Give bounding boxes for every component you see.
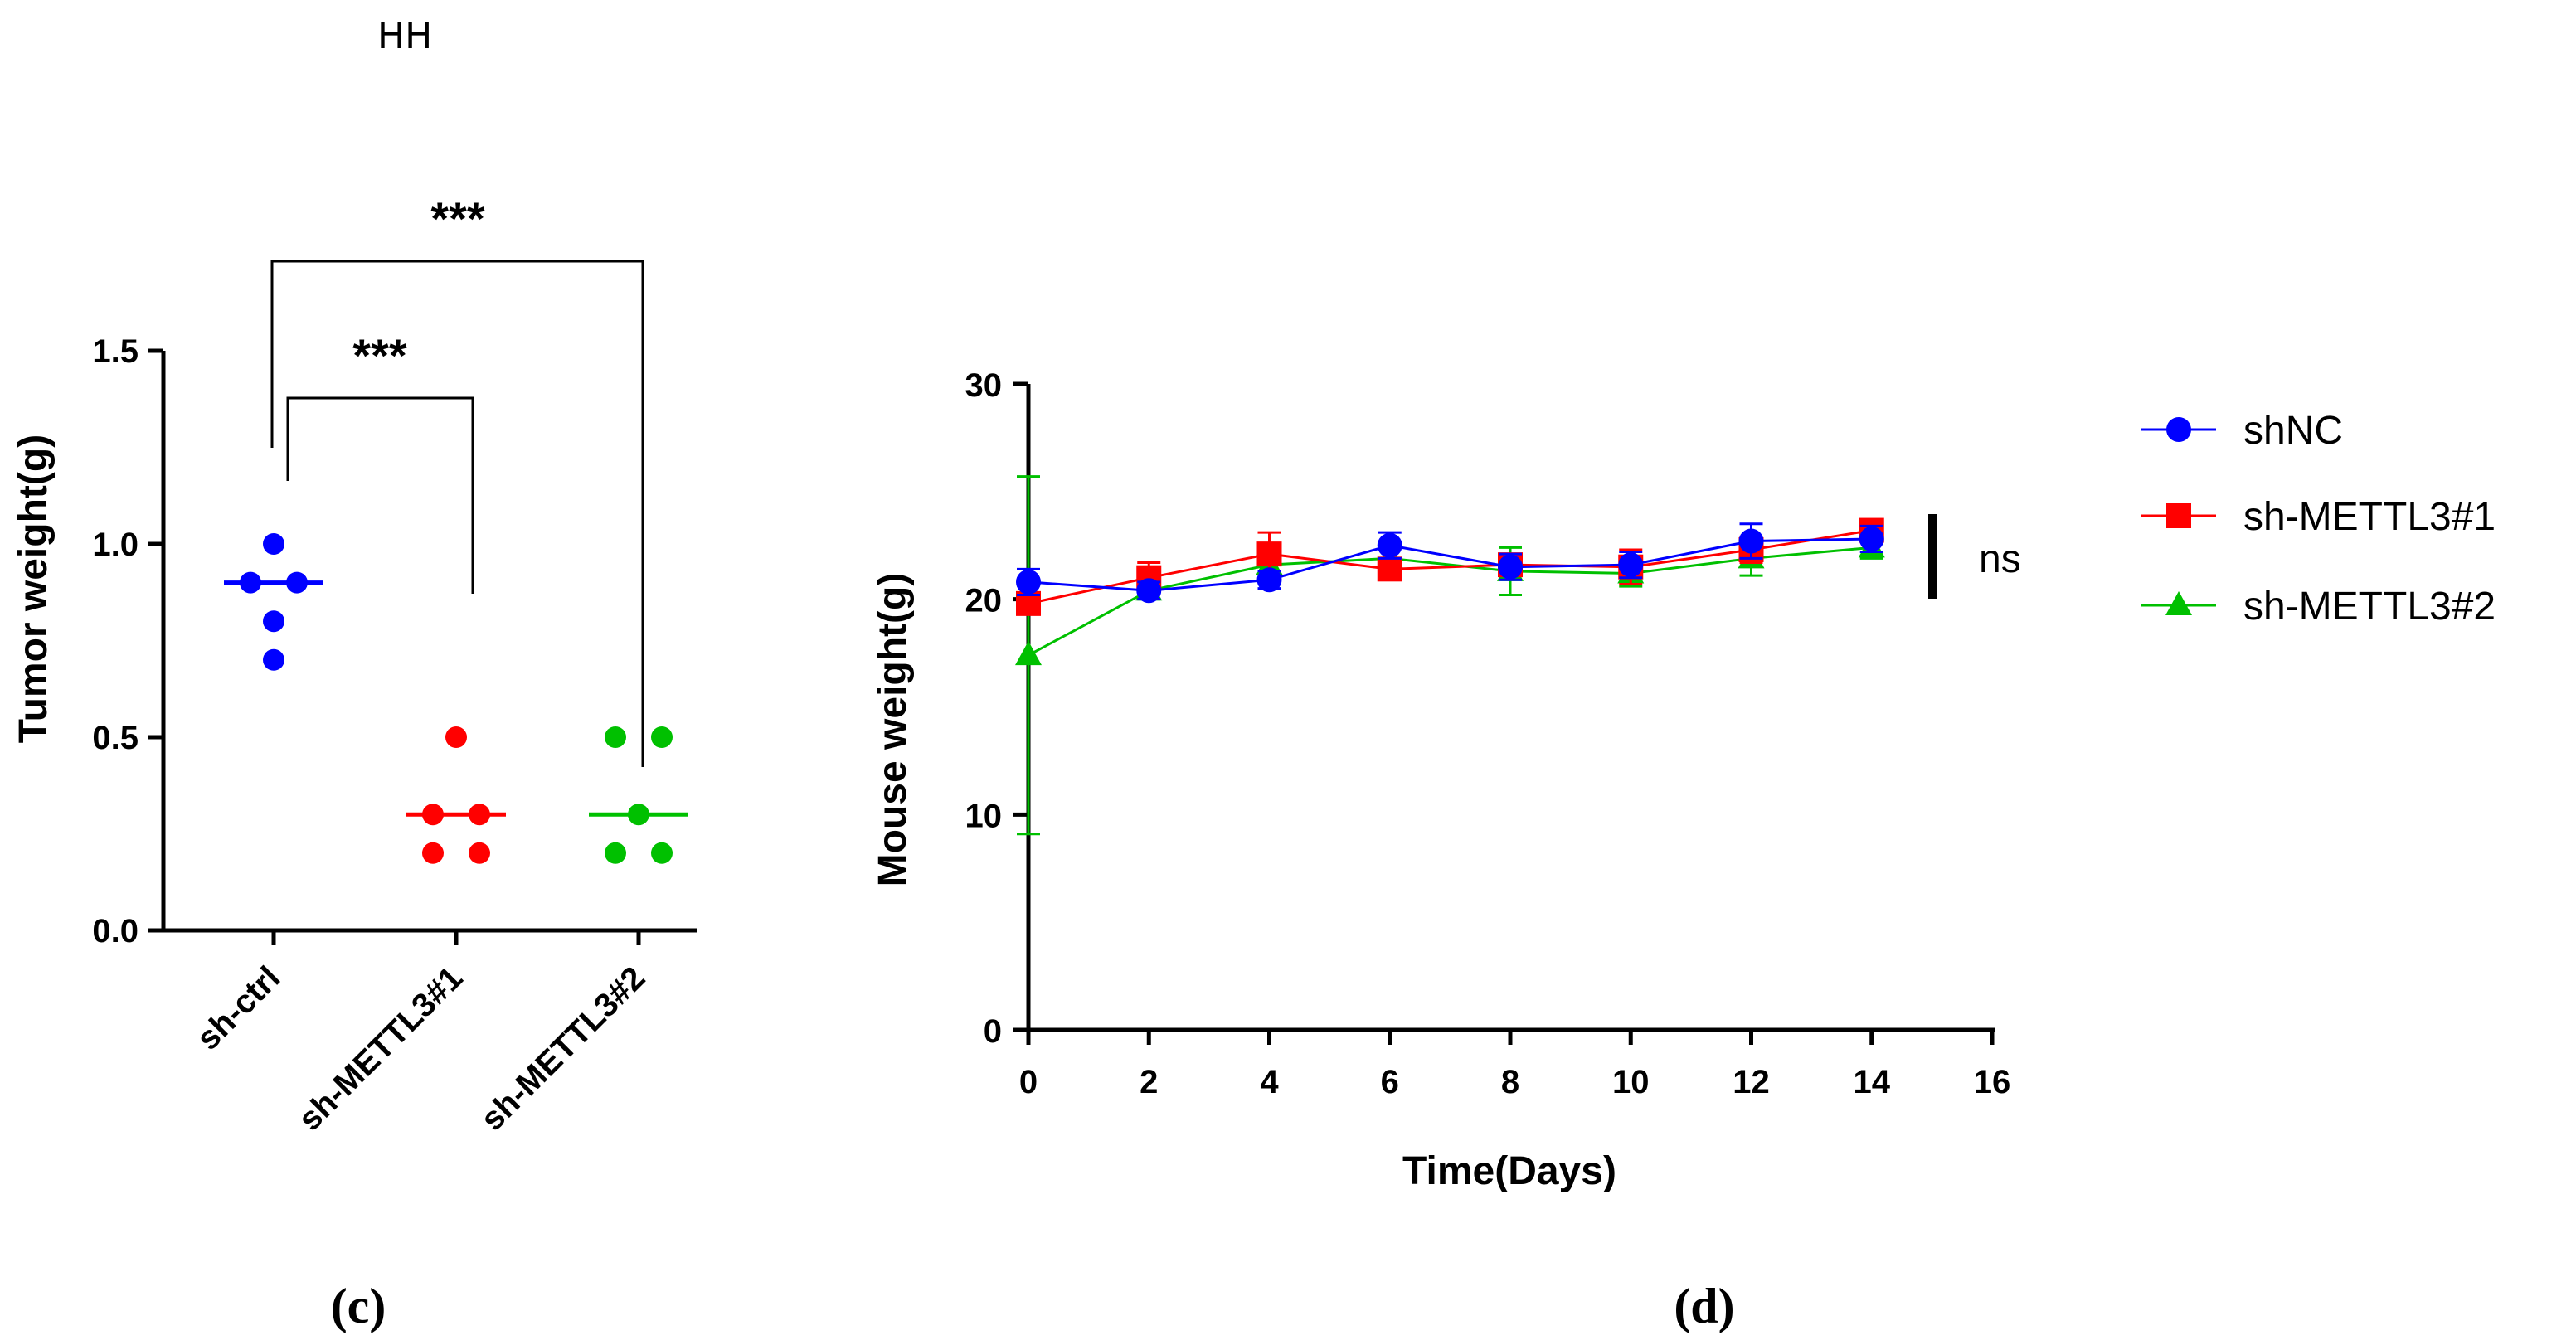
panel-c-data-point (469, 842, 490, 864)
panel-d-data-marker (1738, 528, 1764, 554)
panel-c-y-tick-label: 0.0 (92, 913, 139, 949)
panel-d-x-tick-label: 0 (1019, 1064, 1038, 1100)
panel-d-y-tick-label: 20 (965, 583, 1003, 619)
panel-d-data-marker (1256, 541, 1282, 567)
panel-d-data-marker (1859, 526, 1884, 551)
panel-d-legend-label: shNC (2243, 409, 2343, 453)
panel-d-y-axis-label: Mouse weight(g) (871, 573, 915, 887)
panel-c-y-tick-label: 1.0 (92, 527, 139, 563)
panel-c-significance-bracket (286, 396, 474, 594)
panel-c-data-point (263, 648, 284, 671)
panel-d-series-line (1028, 529, 1872, 605)
panel-c-data-point (605, 726, 626, 748)
panel-c-data-point (469, 804, 490, 826)
panel-d-x-tick-label: 6 (1381, 1064, 1399, 1100)
panel-c-significance-bracket (270, 260, 644, 767)
panel-d-x-tick-label: 14 (1854, 1064, 1891, 1100)
panel-c-significance-label: *** (352, 329, 407, 381)
ns-annotation: ns (1979, 537, 2021, 581)
panel-d-data-marker (1016, 569, 1041, 595)
panel-d-data-marker (1377, 556, 1402, 582)
panel-c-data-point (651, 726, 673, 748)
panel-d-y-tick-label: 30 (965, 367, 1003, 404)
panel-c-y-tick-label: 0.5 (92, 720, 139, 756)
panel-d-data-marker (1498, 554, 1523, 580)
panel-c-data-point (422, 842, 444, 864)
panel-d-x-tick-label: 8 (1501, 1064, 1519, 1100)
panel-d-x-tick-label: 12 (1733, 1064, 1770, 1100)
panel-c-data-point (286, 571, 308, 594)
panel-d-series-line (1028, 546, 1872, 657)
panel-d-x-axis-label: Time(Days) (1402, 1149, 1616, 1193)
panel-d-y-tick-label: 0 (984, 1013, 1002, 1050)
panel-d-y-tick-label: 10 (965, 798, 1003, 834)
panel-d-series-shNC (1016, 522, 1884, 604)
panel-c-label: (c) (331, 1279, 386, 1333)
panel-d-x-tick-label: 16 (1974, 1064, 2011, 1100)
panel-d-x-tick-label: 2 (1140, 1064, 1158, 1100)
panel-d-series-line (1028, 537, 1872, 592)
panel-c-data-point (263, 533, 284, 555)
panel-c-data-point (445, 726, 467, 748)
panel-c-chart: Tumor weight(g) 0.00.51.01.5 sh-ctrl sh-M… (12, 192, 697, 1333)
panel-d-data-marker (1015, 641, 1042, 666)
panel-d-chart: Mouse weight(g) Time(Days) 0 10 20 30 0 2 4 6 8… (871, 367, 2496, 1333)
panel-d-data-marker (1377, 532, 1402, 558)
panel-d-data-marker (1618, 552, 1644, 578)
panel-c-data-point (240, 571, 261, 594)
panel-d-x-tick-label: 10 (1612, 1064, 1650, 1100)
panel-c-data-point (605, 842, 626, 864)
panel-c-significance-label: *** (430, 192, 485, 245)
panel-c-x-tick-label: sh-METTL3#2 (474, 959, 652, 1138)
header-mark: HH (377, 15, 432, 57)
panel-c-data-point (263, 610, 284, 633)
panel-d-data-marker (1136, 578, 1162, 604)
panel-d-x-tick-label: 4 (1260, 1064, 1279, 1100)
panel-c-x-tick-label: sh-METTL3#1 (291, 959, 469, 1138)
panel-d-legend-marker (2165, 591, 2192, 615)
panel-d-legend-marker (2166, 503, 2191, 528)
panel-c-y-axis-label: Tumor weight(g) (12, 435, 56, 743)
panel-c-data-point (422, 804, 444, 826)
panel-c-y-tick-label: 1.5 (92, 333, 139, 370)
panel-d-legend-label: sh-METTL3#2 (2243, 585, 2496, 629)
panel-c-x-tick-label: sh-ctrl (190, 959, 288, 1057)
panel-d-legend-marker (2166, 417, 2191, 442)
panel-c-data-point (628, 804, 649, 826)
panel-d-label: (d) (1674, 1279, 1734, 1333)
panel-c-data-point (651, 842, 673, 864)
panel-d-legend-label: sh-METTL3#1 (2243, 495, 2496, 539)
panel-d-data-marker (1256, 567, 1282, 593)
